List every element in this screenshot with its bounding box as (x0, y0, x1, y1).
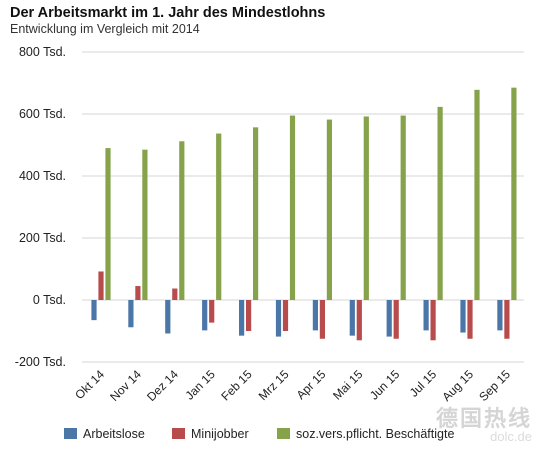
x-tick-label: Dez 14 (144, 367, 181, 404)
y-tick-label: 600 Tsd. (19, 107, 66, 121)
bar-arbeitslose (386, 300, 392, 337)
bar-beschaeftigte (437, 106, 443, 301)
bar-beschaeftigte (216, 133, 222, 300)
legend-label: soz.vers.pflicht. Beschäftigte (296, 427, 454, 441)
bar-minijobber (135, 286, 141, 300)
bar-minijobber (393, 300, 399, 339)
y-tick-label: 0 Tsd. (33, 293, 66, 307)
bar-minijobber (356, 300, 362, 341)
chart-title: Der Arbeitsmarkt im 1. Jahr des Mindestl… (10, 5, 326, 21)
bars (91, 87, 517, 341)
x-tick-label: Jul 15 (407, 367, 440, 400)
x-tick-label: Mai 15 (330, 367, 366, 403)
bar-beschaeftigte (326, 119, 332, 300)
bar-arbeitslose (460, 300, 466, 333)
x-tick-label: Apr 15 (294, 367, 329, 402)
bar-arbeitslose (275, 300, 282, 337)
x-tick-label: Sep 15 (476, 367, 513, 404)
x-tick-label: Jun 15 (367, 367, 403, 403)
y-tick-label: 800 Tsd. (19, 45, 66, 59)
bar-arbeitslose (239, 300, 245, 336)
bar-arbeitslose (423, 300, 429, 331)
bar-arbeitslose (128, 300, 134, 328)
bar-beschaeftigte (363, 116, 369, 300)
bar-beschaeftigte (289, 115, 296, 300)
bar-minijobber (430, 300, 436, 341)
bar-minijobber (319, 300, 325, 339)
bar-beschaeftigte (400, 115, 406, 300)
x-tick-label: Feb 15 (218, 367, 255, 404)
legend-swatch (172, 428, 185, 439)
bar-minijobber (467, 300, 473, 339)
x-tick-label: Aug 15 (439, 367, 476, 404)
x-tick-label: Mrz 15 (256, 367, 292, 403)
bar-minijobber (246, 300, 252, 331)
bar-beschaeftigte (105, 148, 111, 300)
bar-beschaeftigte (142, 149, 148, 300)
legend: Arbeitslose Minijobber soz.vers.pflicht. B… (64, 427, 454, 441)
bar-arbeitslose (312, 300, 318, 331)
y-tick-label: 400 Tsd. (19, 169, 66, 183)
legend-label: Arbeitslose (83, 427, 145, 441)
bar-beschaeftigte (179, 141, 185, 300)
bar-minijobber (282, 300, 289, 331)
y-tick-label: 200 Tsd. (19, 231, 66, 245)
x-tick-label: Jan 15 (182, 367, 218, 403)
bar-arbeitslose (202, 300, 208, 331)
bar-arbeitslose (165, 300, 171, 334)
bar-arbeitslose (497, 300, 503, 331)
bar-minijobber (98, 271, 104, 300)
x-tick-label: Okt 14 (72, 367, 107, 402)
legend-label: Minijobber (191, 427, 249, 441)
bar-arbeitslose (91, 300, 97, 321)
x-tick-label: Nov 14 (107, 367, 144, 404)
legend-swatch (277, 428, 290, 439)
bar-minijobber (504, 300, 510, 339)
bar-beschaeftigte (253, 127, 259, 300)
y-axis-ticks: -200 Tsd. 0 Tsd. 200 Tsd. 400 Tsd. 600 Tsd. 8… (15, 45, 66, 369)
chart-subtitle: Entwicklung im Vergleich mit 2014 (10, 22, 200, 36)
bar-minijobber (172, 288, 178, 300)
bar-beschaeftigte (511, 87, 517, 301)
y-tick-label: -200 Tsd. (15, 355, 66, 369)
bar-minijobber (209, 300, 215, 323)
bar-beschaeftigte (474, 89, 480, 300)
legend-swatch (64, 428, 77, 439)
gridlines (82, 51, 524, 363)
x-axis-ticks: Okt 14 Nov 14 Dez 14 Jan 15 Feb 15 Mrz 15 Apr … (72, 367, 513, 404)
bar-arbeitslose (349, 300, 355, 336)
